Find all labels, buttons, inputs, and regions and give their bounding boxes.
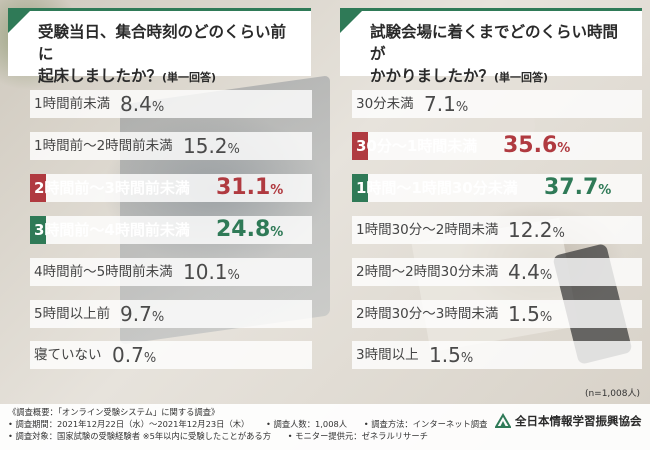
left-bar-value: 9.7% (120, 302, 165, 326)
left-bar-value: 10.1% (183, 260, 240, 284)
left-title-note: (単一回答) (162, 71, 217, 84)
survey-target: • 調査対象：国家試験の受験経験者 ※5年以内に受験したことがある方 (8, 431, 272, 441)
right-bar-label: 2時間30分〜3時間未満 (356, 306, 499, 322)
left-bar-row: 2時間前〜3時間前未満 31.1% (30, 174, 312, 202)
left-bar-row: 1時間前未満 8.4% (30, 90, 312, 118)
left-bar-label: 1時間前〜2時間前未満 (34, 138, 173, 154)
survey-footer: 《調査概要：「オンライン受験システム」に関する調査》 • 調査期間：2021年1… (0, 404, 650, 450)
right-bar-label: 3時間以上 (356, 347, 419, 363)
right-bar-value: 7.1% (424, 92, 469, 116)
right-bar-label: 30分〜1時間未満 (356, 137, 478, 155)
right-bar-value: 12.2% (508, 218, 565, 242)
left-chart-title: 受験当日、集合時刻のどのくらい前に 起床しましたか？(単一回答) (8, 8, 311, 85)
left-bar-row: 1時間前〜2時間前未満 15.2% (30, 132, 312, 160)
right-bar-row: 2時間〜2時間30分未満 4.4% (352, 258, 642, 286)
survey-period: • 調査期間：2021年12月22日（水）〜2021年12月23日（木） (8, 419, 250, 429)
right-title-line2: かかりましたか？ (370, 67, 495, 85)
right-bar-value: 1.5% (508, 302, 553, 326)
right-bar-label: 2時間〜2時間30分未満 (356, 264, 499, 280)
right-bar-fill (352, 132, 368, 160)
right-bar-row: 30分未満 7.1% (352, 90, 642, 118)
right-bar-row: 30分〜1時間未満 35.6% (352, 132, 642, 160)
right-bar-row: 1時間〜1時間30分未満 37.7% (352, 174, 642, 202)
left-title-line1: 受験当日、集合時刻のどのくらい前に (38, 23, 287, 63)
right-bar-row: 1時間30分〜2時間未満 12.2% (352, 216, 642, 244)
title-corner-marker (8, 11, 30, 33)
survey-method: • 調査方法：インターネット調査 (363, 419, 488, 429)
right-bar-row: 3時間以上 1.5% (352, 341, 642, 369)
survey-respondents: • 調査人数：1,008人 (265, 419, 348, 429)
left-bar-label: 1時間前未満 (34, 96, 111, 112)
right-bar-label: 1時間〜1時間30分未満 (356, 179, 518, 197)
left-bar-row: 4時間前〜5時間前未満 10.1% (30, 258, 312, 286)
right-bar-label: 30分未満 (356, 96, 414, 112)
left-bar-value: 8.4% (120, 92, 165, 116)
right-bar-fill (352, 174, 368, 202)
left-bar-label: 3時間前〜4時間前未満 (34, 221, 190, 239)
right-title-line1: 試験会場に着くまでどのくらい時間が (370, 23, 619, 63)
survey-provider: • モニター提供元：ゼネラルリサーチ (287, 431, 428, 441)
organization-name: 全日本情報学習振興協会 (515, 414, 642, 428)
right-bar-value: 35.6% (503, 133, 571, 158)
left-bar-label: 2時間前〜3時間前未満 (34, 179, 190, 197)
left-bar-fill (30, 216, 46, 244)
sample-size: (n=1,008人) (584, 389, 640, 399)
right-bar-label: 1時間30分〜2時間未満 (356, 222, 499, 238)
left-bar-fill (30, 174, 46, 202)
left-bar-label: 寝ていない (34, 347, 102, 363)
left-bar-value: 0.7% (112, 343, 157, 367)
right-bar-value: 37.7% (544, 175, 612, 200)
left-bar-value: 31.1% (216, 175, 284, 200)
left-bar-label: 5時間以上前 (34, 306, 111, 322)
right-bar-value: 4.4% (508, 260, 553, 284)
left-bar-row: 寝ていない 0.7% (30, 341, 312, 369)
right-chart-title: 試験会場に着くまでどのくらい時間が かかりましたか？(単一回答) (340, 8, 642, 85)
left-title-line2: 起床しましたか？ (38, 67, 163, 85)
organization-logo-icon (495, 413, 511, 428)
title-corner-marker (340, 11, 362, 33)
left-bar-label: 4時間前〜5時間前未満 (34, 264, 173, 280)
left-bar-row: 3時間前〜4時間前未満 24.8% (30, 216, 312, 244)
right-title-note: (単一回答) (494, 71, 549, 84)
right-bar-value: 1.5% (429, 343, 474, 367)
left-bar-value: 15.2% (183, 134, 240, 158)
survey-heading: 《調査概要：「オンライン受験システム」に関する調査》 (8, 407, 220, 417)
left-bar-value: 24.8% (216, 217, 284, 242)
left-bar-row: 5時間以上前 9.7% (30, 300, 312, 328)
right-bar-row: 2時間30分〜3時間未満 1.5% (352, 300, 642, 328)
organization-credit: 全日本情報学習振興協会 (495, 413, 642, 429)
